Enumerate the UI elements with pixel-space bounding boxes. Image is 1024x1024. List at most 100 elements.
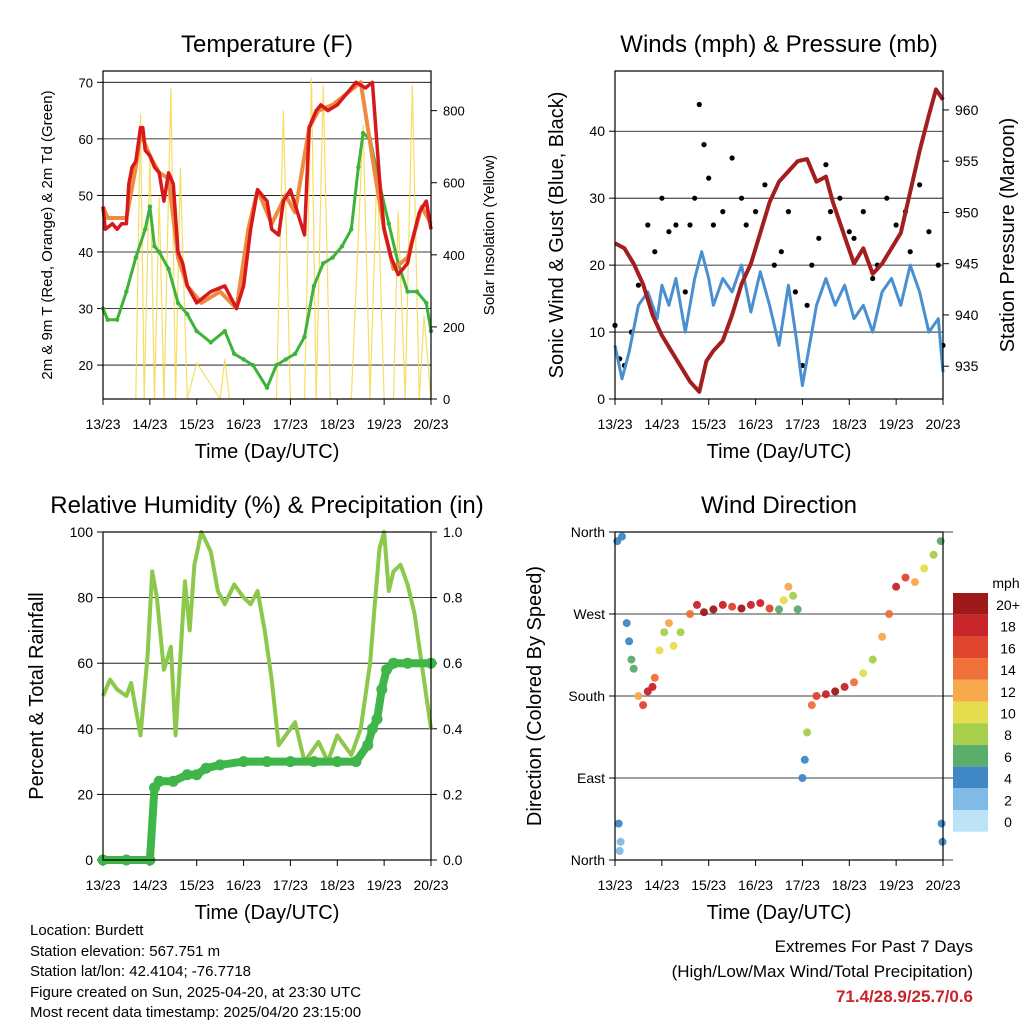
relative-humidity-line (101, 530, 433, 764)
y-tick-label: 30 (589, 190, 605, 206)
panel-2: Winds (mph) & Pressure (mb) Time (Day/UTC… (546, 31, 1019, 463)
y-tick-label: 10 (589, 324, 605, 340)
gust-point (804, 302, 810, 308)
wind-direction-point (664, 619, 673, 628)
gust-point (846, 229, 852, 235)
x-tick-label: 13/23 (85, 416, 120, 432)
y-tick-label: West (573, 606, 605, 622)
colorbar-label: 12 (1000, 684, 1016, 700)
y-tick-label: 70 (79, 75, 93, 90)
dewpoint-point (311, 283, 317, 289)
wind-direction-point (616, 837, 625, 846)
wind-direction-point (625, 637, 634, 646)
x-tick-label: 13/23 (597, 877, 632, 893)
dewpoint-point (124, 289, 129, 294)
colorbar-swatch (953, 593, 988, 615)
x-tick-label: 15/23 (179, 416, 214, 432)
y-tick-label: 60 (79, 132, 93, 147)
wind-direction-point (693, 600, 701, 609)
total-rainfall-point (381, 664, 392, 676)
wind-direction-point (784, 582, 793, 591)
gust-point (743, 222, 749, 228)
y2-tick-label: 950 (955, 204, 979, 220)
gust-point (673, 222, 679, 228)
y2-tick-label: 0.4 (443, 721, 463, 737)
wind-direction-point (618, 532, 626, 541)
station-info: Location: Burdett Station elevation: 567… (30, 921, 361, 1024)
extremes-values: 71.4/28.9/25.7/0.6 (835, 987, 973, 1006)
wind-direction-point (627, 655, 636, 664)
wind-direction-point (756, 599, 765, 608)
y2-axis-label: Solar Insolation (Yellow) (481, 155, 498, 315)
colorbar-label: 8 (1004, 727, 1012, 743)
wind-direction-point (868, 655, 877, 664)
y-tick-label: North (571, 852, 605, 868)
colorbar-swatch (953, 679, 988, 702)
y2-tick-label: 955 (955, 153, 979, 169)
gust-point (778, 249, 784, 255)
x-tick-label: 16/23 (738, 877, 773, 893)
dewpoint-point (105, 317, 110, 322)
y-tick-label: East (577, 770, 605, 786)
gust-point (837, 195, 843, 201)
x-tick-label: 18/23 (832, 877, 867, 893)
gust-point (645, 222, 651, 228)
dewpoint-point (339, 244, 345, 249)
x-tick-label: 17/23 (273, 416, 308, 432)
colorbar-swatch (953, 658, 988, 680)
x-tick-label: 13/23 (597, 416, 632, 432)
panel-4: Wind Direction Time (Day/UTC) 13/23 14/23 15… (524, 492, 1020, 924)
y-axis-label: Percent & Total Rainfall (26, 592, 48, 800)
dewpoint-point (302, 334, 307, 339)
y-tick-label: 40 (589, 123, 605, 139)
panel-title: Winds (mph) & Pressure (mb) (620, 31, 937, 58)
gust-point (692, 195, 698, 201)
total-rainfall-point (181, 769, 193, 781)
x-tick-label: 16/23 (226, 416, 261, 432)
wind-direction-point (676, 628, 685, 637)
total-rainfall-point (261, 756, 273, 768)
y-axis-label: 2m & 9m T (Red, Orange) & 2m Td (Green) (39, 90, 56, 379)
station-elevation: Station elevation: 567.751 m (30, 942, 221, 960)
plot-frame (614, 531, 944, 861)
gust-point (753, 209, 759, 215)
wind-direction-point (878, 632, 887, 641)
gust-point (935, 262, 941, 268)
y-tick-label: 40 (77, 721, 93, 737)
x-tick-label: 19/23 (367, 877, 402, 893)
gust-point (893, 222, 899, 228)
dewpoint-point (166, 266, 171, 272)
y-tick-label: 30 (79, 302, 93, 317)
dewpoint-point (283, 357, 288, 362)
gust-point (907, 249, 913, 255)
y2-tick-label: 600 (443, 176, 465, 191)
total-rainfall-point (388, 657, 399, 669)
panel-3: Relative Humidity (%) & Precipitation (i… (26, 492, 484, 924)
x-tick-label: 15/23 (179, 877, 214, 893)
y-axis-label: Sonic Wind & Gust (Blue, Black) (546, 92, 568, 379)
wind-direction-point (622, 619, 631, 628)
dewpoint-point (349, 227, 354, 232)
colorbar-title: mph (992, 575, 1019, 591)
wind-direction-point (746, 600, 755, 609)
wind-direction-point (937, 819, 946, 828)
colorbar-label: 0 (1004, 814, 1012, 830)
total-rainfall-point (284, 756, 296, 768)
dewpoint-point (274, 362, 279, 368)
x-tick-label: 18/23 (832, 416, 867, 432)
gust-point (870, 275, 876, 282)
total-rainfall-point (200, 762, 212, 774)
y-tick-label: 20 (79, 358, 93, 373)
total-rainfall-point (153, 775, 165, 787)
gust-point (917, 182, 923, 188)
x-tick-label: 20/23 (413, 416, 448, 432)
x-tick-label: 14/23 (644, 877, 679, 893)
dewpoint-point (232, 351, 237, 356)
wind-direction-point (779, 596, 788, 605)
x-axis-label: Time (Day/UTC) (707, 441, 852, 463)
x-tick-label: 20/23 (925, 877, 960, 893)
x-tick-label: 20/23 (925, 416, 960, 432)
x-tick-label: 17/23 (273, 877, 308, 893)
wind-direction-point (831, 687, 840, 696)
wind-direction-point (920, 564, 929, 573)
